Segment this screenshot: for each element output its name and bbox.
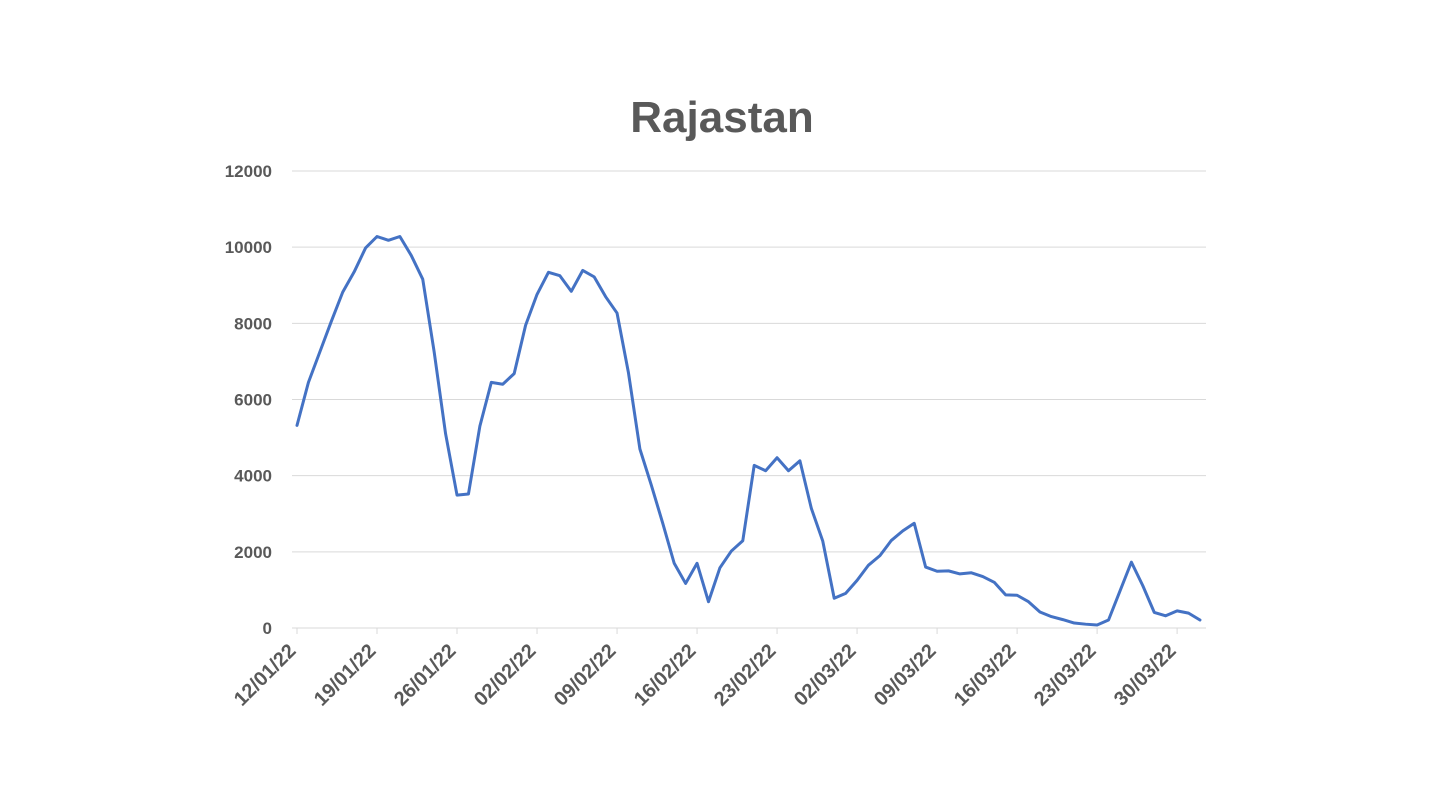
chart-title: Rajastan xyxy=(630,93,813,142)
y-axis-tick-labels: 0 2000 4000 6000 8000 10000 12000 xyxy=(225,162,272,638)
x-tick-label: 23/02/22 xyxy=(710,640,781,711)
x-tick-label: 26/01/22 xyxy=(390,640,461,711)
series-line xyxy=(295,235,1202,627)
x-tick-label: 16/02/22 xyxy=(630,640,701,711)
y-tick-label: 12000 xyxy=(225,162,272,181)
x-tick-label: 19/01/22 xyxy=(310,640,381,711)
x-axis xyxy=(292,627,1206,634)
x-tick-label: 02/03/22 xyxy=(790,640,861,711)
y-tick-label: 8000 xyxy=(234,314,272,333)
y-tick-label: 0 xyxy=(263,619,272,638)
series-layer xyxy=(295,235,1202,627)
y-tick-label: 2000 xyxy=(234,543,272,562)
x-axis-tick-labels: 12/01/22 19/01/22 26/01/22 02/02/22 09/02/22… xyxy=(230,640,1181,711)
y-tick-label: 10000 xyxy=(225,238,272,257)
x-tick-label: 16/03/22 xyxy=(950,640,1021,711)
y-tick-label: 6000 xyxy=(234,391,272,410)
y-tick-label: 4000 xyxy=(234,467,272,486)
gridlines xyxy=(292,170,1206,553)
x-tick-label: 09/03/22 xyxy=(870,640,941,711)
x-tick-label: 30/03/22 xyxy=(1110,640,1181,711)
x-tick-label: 02/02/22 xyxy=(470,640,541,711)
x-tick-label: 09/02/22 xyxy=(550,640,621,711)
x-tick-label: 23/03/22 xyxy=(1030,640,1101,711)
x-tick-label: 12/01/22 xyxy=(230,640,301,711)
